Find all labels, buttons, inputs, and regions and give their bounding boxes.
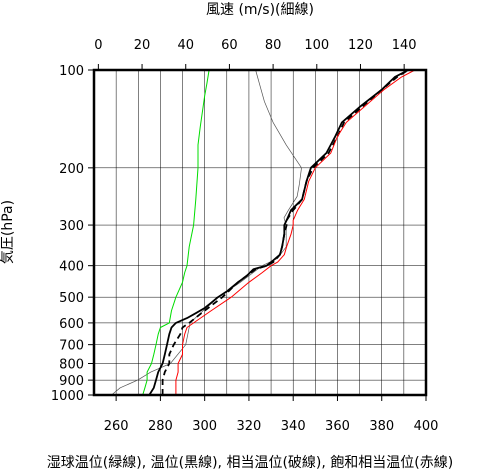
x-wind-tick-label: 40 [177, 38, 194, 53]
x-wind-tick-label: 0 [94, 38, 102, 53]
series-saturated-equivalent-potential-temperature [175, 69, 416, 395]
y-tick-label: 700 [59, 339, 84, 354]
x-temp-tick-label: 300 [192, 419, 217, 434]
y-axis-title: 気圧(hPa) [0, 200, 16, 264]
bottom-caption: 湿球温位(緑線), 温位(黒線), 相当温位(破線), 飽和相当温位(赤線) [47, 454, 453, 471]
y-tick-label: 600 [59, 317, 84, 332]
x-temp-tick-label: 320 [237, 419, 262, 434]
x-temp-tick-label: 380 [369, 419, 394, 434]
y-tick-label: 200 [59, 162, 84, 177]
x-wind-tick-label: 80 [265, 38, 282, 53]
y-tick-label: 300 [59, 219, 84, 234]
x-wind-tick-label: 140 [392, 38, 417, 53]
series-equivalent-potential-temperature [161, 69, 409, 395]
y-tick-label: 900 [59, 374, 84, 389]
series-wet-bulb-potential-temperature [142, 69, 210, 396]
plot-frame [92, 68, 428, 397]
top-axis-title: 風速 (m/s)(細線) [206, 2, 314, 18]
y-tick-label: 800 [59, 358, 84, 373]
x-wind-tick-label: 60 [221, 38, 238, 53]
x-temp-tick-label: 260 [104, 419, 129, 434]
x-temp-tick-label: 400 [414, 419, 439, 434]
y-tick-label: 500 [59, 291, 84, 306]
series-potential-temperature [148, 69, 409, 396]
series-wind [111, 69, 302, 396]
series-layer [111, 69, 416, 396]
y-tick-label: 100 [59, 64, 84, 79]
x-temp-tick-label: 280 [148, 419, 173, 434]
x-wind-tick-label: 100 [304, 38, 329, 53]
x-wind-tick-label: 120 [348, 38, 373, 53]
y-tick-label: 400 [59, 260, 84, 275]
x-temp-tick-label: 360 [325, 419, 350, 434]
y-tick-label: 1000 [51, 389, 84, 404]
x-wind-tick-label: 20 [134, 38, 151, 53]
x-temp-tick-label: 340 [281, 419, 306, 434]
